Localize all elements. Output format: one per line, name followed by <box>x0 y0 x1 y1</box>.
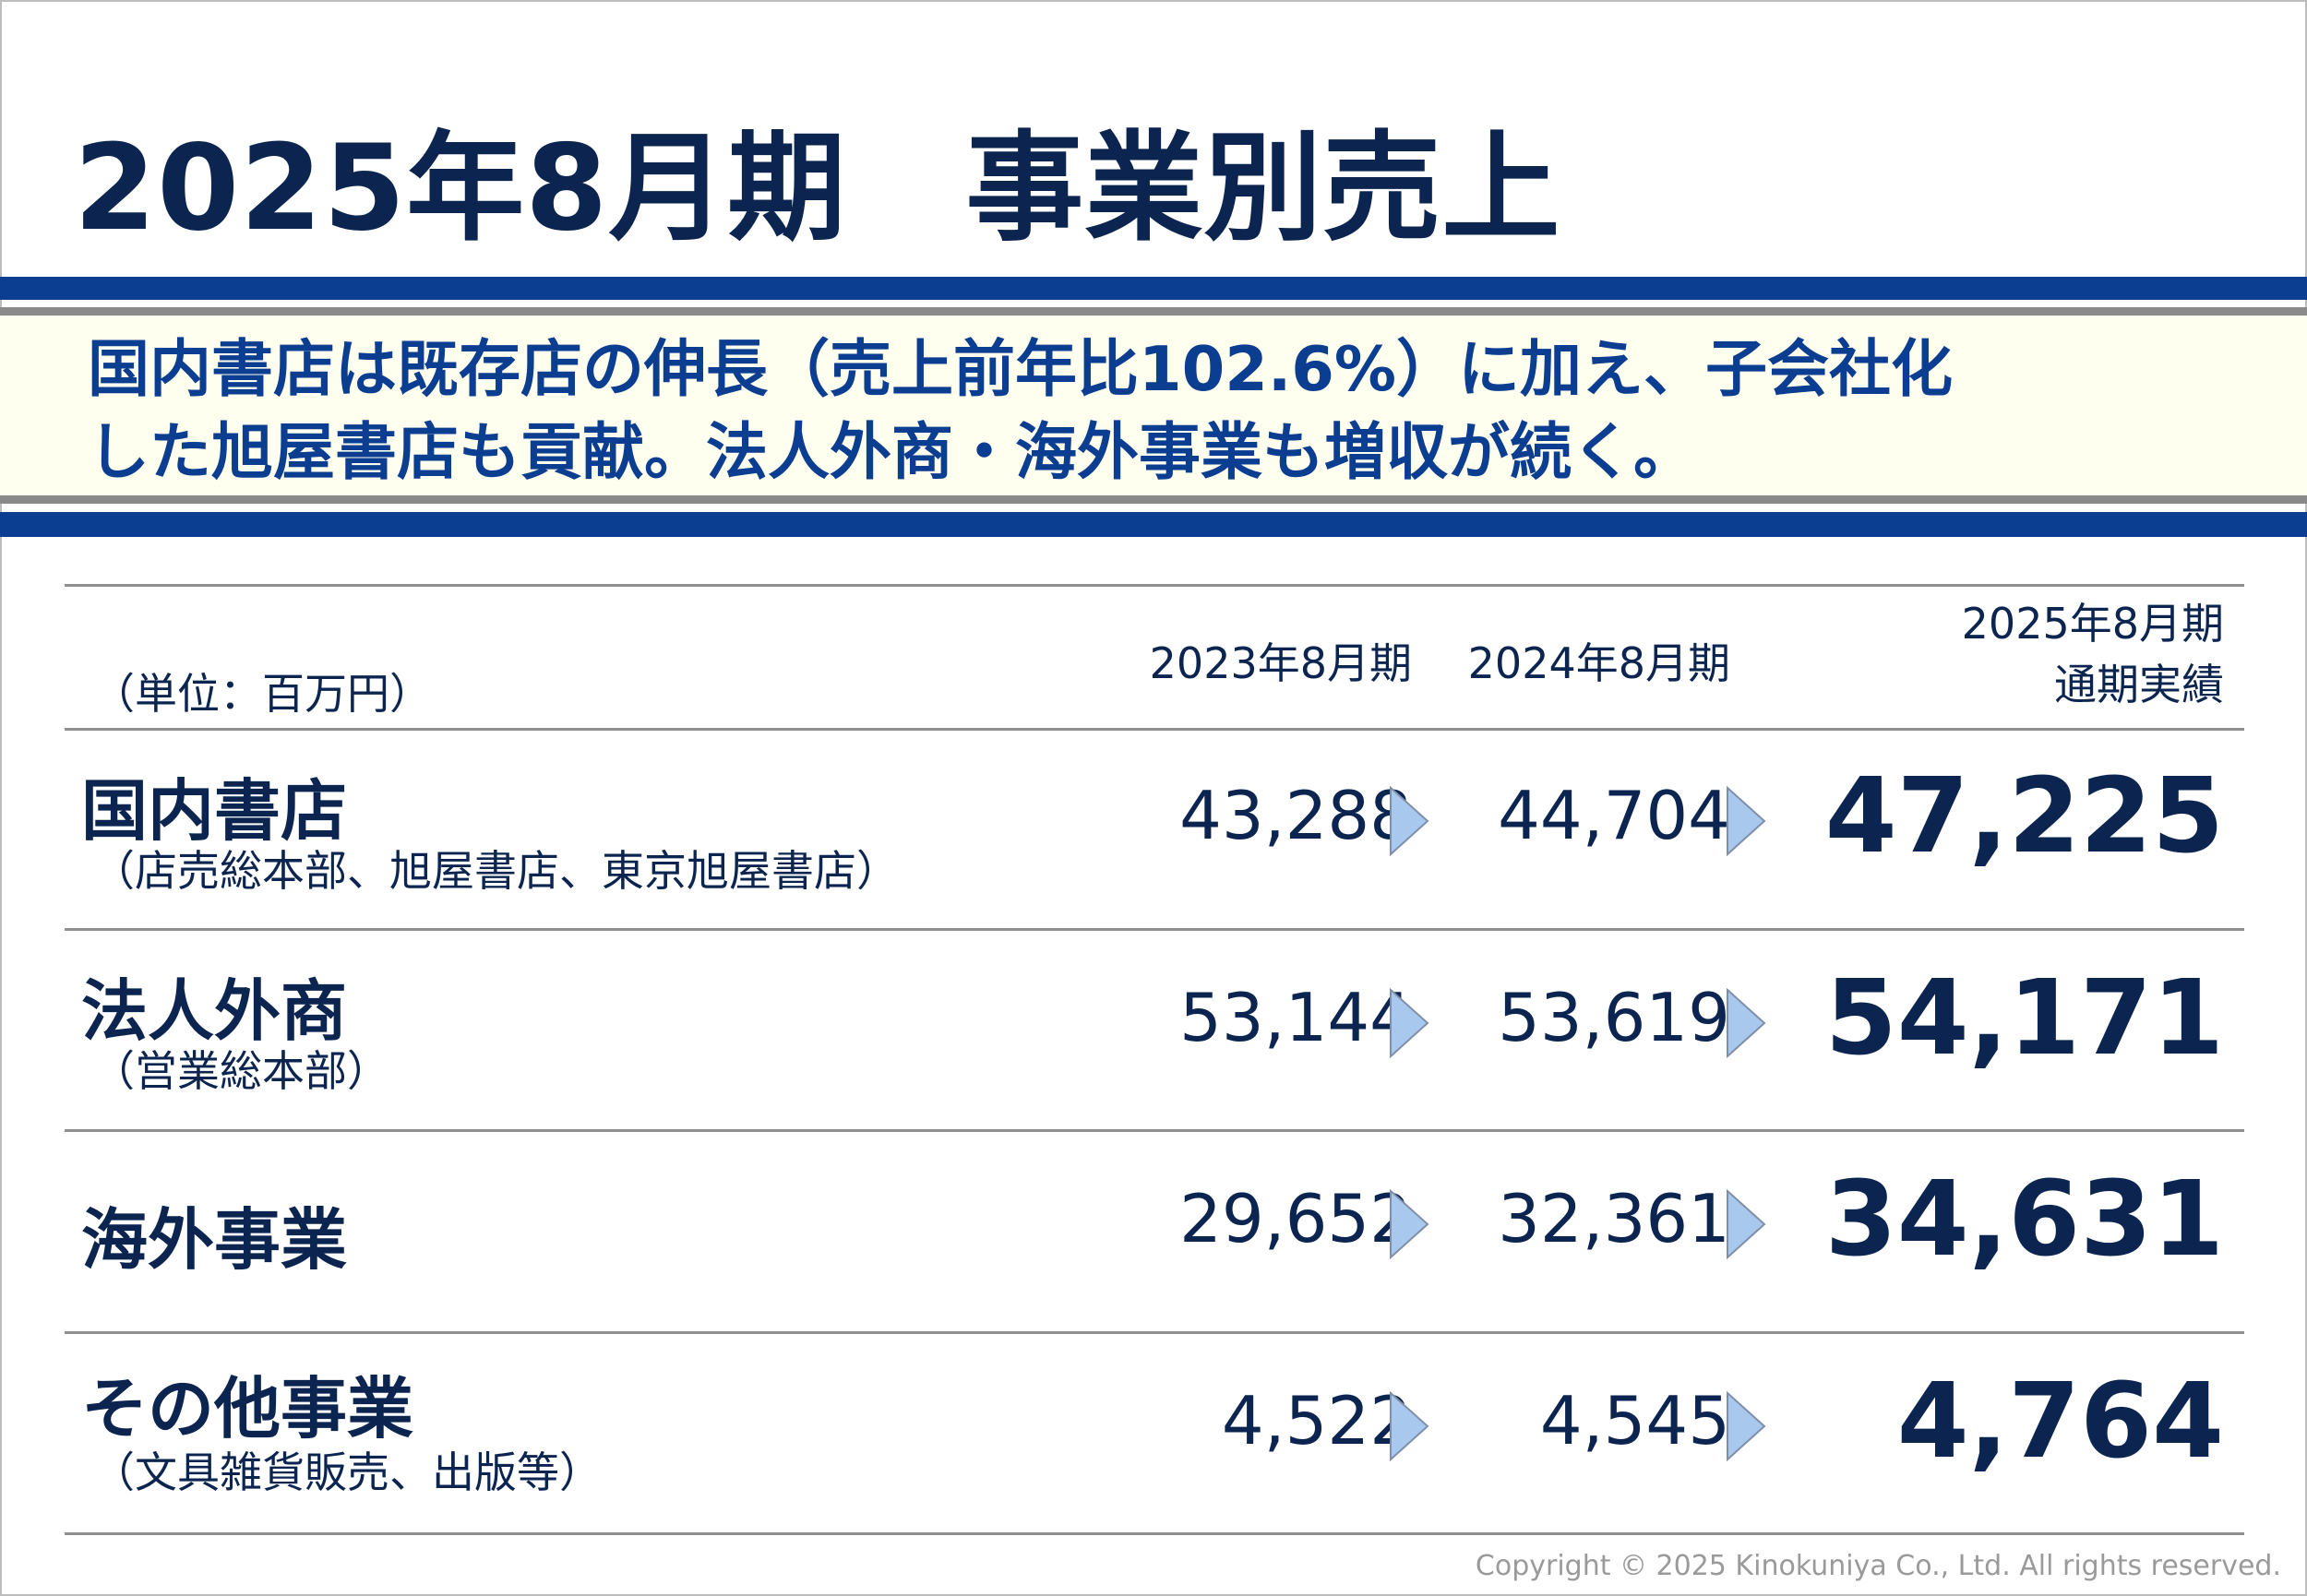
triangle-right-icon <box>1390 1189 1429 1259</box>
band-bottom-rule <box>0 495 2307 504</box>
header-fy2025: 2025年8月期 通期実績 <box>1670 593 2224 715</box>
band-background <box>0 316 2307 495</box>
table-row: 国内書店 （店売総本部、旭屋書店、東京旭屋書店） 43,288 44,704 4… <box>65 731 2244 932</box>
value-fy2023: 43,288 <box>1179 777 1412 854</box>
value-fy2025: 34,631 <box>1824 1160 2224 1280</box>
triangle-right-icon <box>1727 1189 1766 1259</box>
header-fy2024: 2024年8月期 <box>1467 638 1730 688</box>
segment-subtitle: （店売総本部、旭屋書店、東京旭屋書店） <box>92 846 899 896</box>
table-rule <box>65 1331 2244 1334</box>
table-row: 法人外商 （営業総本部） 53,144 53,619 54,171 <box>65 931 2244 1132</box>
value-fy2025: 4,764 <box>1896 1362 2224 1482</box>
header-fy2025-line1: 2025年8月期 <box>1961 599 2224 649</box>
table-rule <box>65 584 2244 587</box>
value-fy2024: 53,619 <box>1498 979 1730 1056</box>
summary-text: 国内書店は既存店の伸長（売上前年比102.6%）に加え、子会社化 した旭屋書店も… <box>88 328 2247 494</box>
header-fy2023: 2023年8月期 <box>1149 638 1412 688</box>
page-title: 2025年8月期 事業別売上 <box>74 120 1561 257</box>
segment-subtitle: （営業総本部） <box>92 1046 389 1096</box>
triangle-right-icon <box>1390 786 1429 856</box>
table-row: 海外事業 29,652 32,361 34,631 <box>65 1132 2244 1333</box>
table-rule <box>65 1129 2244 1132</box>
value-fy2023: 53,144 <box>1179 979 1412 1056</box>
value-fy2025: 54,171 <box>1824 959 2224 1078</box>
band-top-bar <box>0 277 2307 300</box>
segment-name: 国内書店 <box>81 772 348 850</box>
triangle-right-icon <box>1390 1391 1429 1461</box>
header-fy2025-line2: 通期実績 <box>2054 660 2224 709</box>
unit-label: （単位：百万円） <box>92 669 432 719</box>
band-top-rule <box>0 307 2307 316</box>
triangle-right-icon <box>1727 786 1766 856</box>
summary-line-2: した旭屋書店も貢献。法人外商・海外事業も増収が続く。 <box>88 416 1695 488</box>
value-fy2024: 44,704 <box>1498 777 1730 854</box>
copyright-notice: Copyright © 2025 Kinokuniya Co., Ltd. Al… <box>1475 1550 2281 1582</box>
table-rule <box>65 728 2244 731</box>
segment-name: その他事業 <box>81 1370 414 1447</box>
triangle-right-icon <box>1727 1391 1766 1461</box>
triangle-right-icon <box>1390 988 1429 1058</box>
summary-line-1: 国内書店は既存店の伸長（売上前年比102.6%）に加え、子会社化 <box>88 333 1954 405</box>
value-fy2024: 32,361 <box>1498 1180 1730 1257</box>
value-fy2024: 4,545 <box>1539 1382 1730 1459</box>
table-row: その他事業 （文具雑貨販売、出版等） 4,522 4,545 4,764 <box>65 1334 2244 1535</box>
segment-name: 海外事業 <box>81 1201 348 1279</box>
table-rule <box>65 928 2244 931</box>
value-fy2023: 4,522 <box>1221 1382 1412 1459</box>
value-fy2025: 47,225 <box>1824 756 2224 876</box>
value-fy2023: 29,652 <box>1179 1180 1412 1257</box>
segment-subtitle: （文具雑貨販売、出版等） <box>92 1447 602 1497</box>
summary-band: 国内書店は既存店の伸長（売上前年比102.6%）に加え、子会社化 した旭屋書店も… <box>0 277 2307 537</box>
band-bottom-bar <box>0 512 2307 537</box>
triangle-right-icon <box>1727 988 1766 1058</box>
table-rule <box>65 1532 2244 1535</box>
segment-name: 法人外商 <box>81 972 348 1050</box>
